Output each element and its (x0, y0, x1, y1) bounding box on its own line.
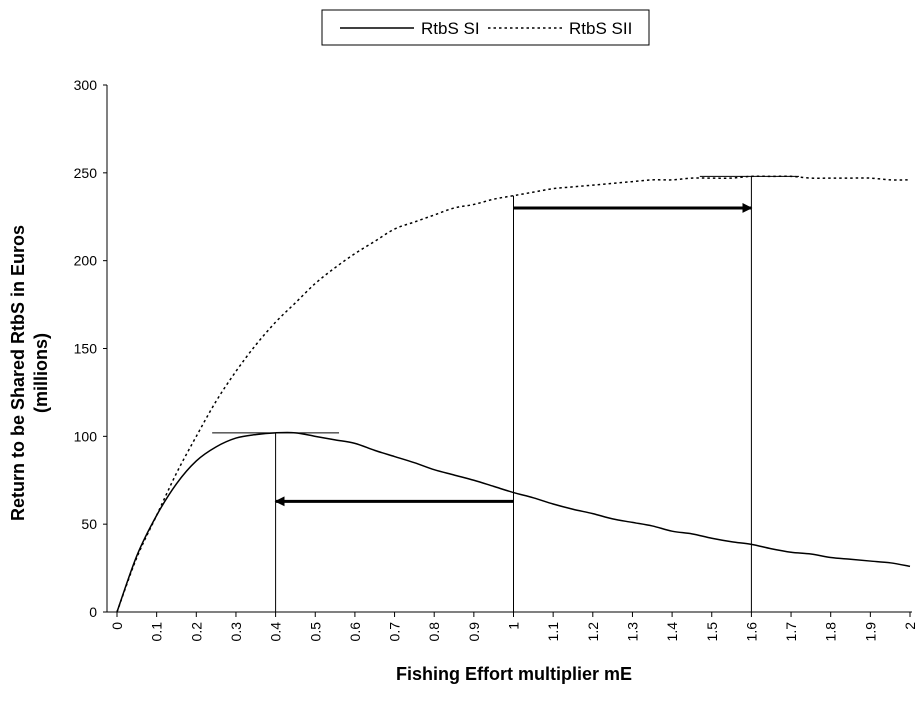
x-tick-label: 2 (902, 622, 918, 630)
x-tick-label: 0.3 (228, 622, 244, 642)
x-tick-label: 1 (506, 622, 522, 630)
annotations (212, 175, 799, 612)
legend-label-series-1: RtbS SI (421, 19, 480, 38)
x-tick-label: 1.8 (823, 622, 839, 642)
x-ticks: 0 0.1 0.2 0.3 0.4 0.5 0.6 0.7 0.8 0.9 1 1.1 1.2 1.3 1.… (109, 612, 918, 641)
x-tick-label: 1.2 (585, 622, 601, 642)
x-axis-title: Fishing Effort multiplier mE (396, 664, 632, 684)
x-tick-label: 1.1 (545, 622, 561, 642)
series-line-rtbs-sii (116, 175, 911, 613)
y-axis-title-line-1: Return to be Shared RtbS in Euros (8, 225, 28, 521)
y-ticks: 0 50 100 150 200 250 300 (74, 77, 107, 620)
x-tick-label: 0.2 (188, 622, 204, 642)
y-tick-label: 200 (74, 253, 98, 269)
x-tick-label: 0.4 (268, 622, 284, 642)
x-tick-label: 0.8 (426, 622, 442, 642)
x-tick-label: 0.9 (466, 622, 482, 642)
legend-label-series-2: RtbS SII (569, 19, 632, 38)
x-tick-label: 1.3 (624, 622, 640, 642)
x-tick-label: 0 (109, 622, 125, 630)
y-tick-label: 250 (74, 165, 98, 181)
x-tick-label: 1.6 (743, 622, 759, 642)
x-tick-label: 1.9 (862, 622, 878, 642)
x-tick-label: 1.5 (704, 622, 720, 642)
legend: RtbS SI RtbS SII (321, 9, 650, 46)
y-tick-label: 100 (74, 428, 98, 444)
x-tick-label: 0.5 (307, 622, 323, 642)
x-tick-label: 1.4 (664, 622, 680, 642)
x-tick-label: 0.1 (149, 622, 165, 642)
y-tick-label: 50 (81, 516, 97, 532)
x-tick-label: 0.6 (347, 622, 363, 642)
x-tick-label: 0.7 (387, 622, 403, 642)
y-tick-label: 300 (74, 77, 98, 93)
y-axis-title-line-2: (millions) (31, 333, 51, 413)
series-line-rtbs-si (116, 431, 911, 613)
x-tick-label: 1.7 (783, 622, 799, 642)
y-tick-label: 0 (89, 604, 97, 620)
y-tick-label: 150 (74, 341, 98, 357)
